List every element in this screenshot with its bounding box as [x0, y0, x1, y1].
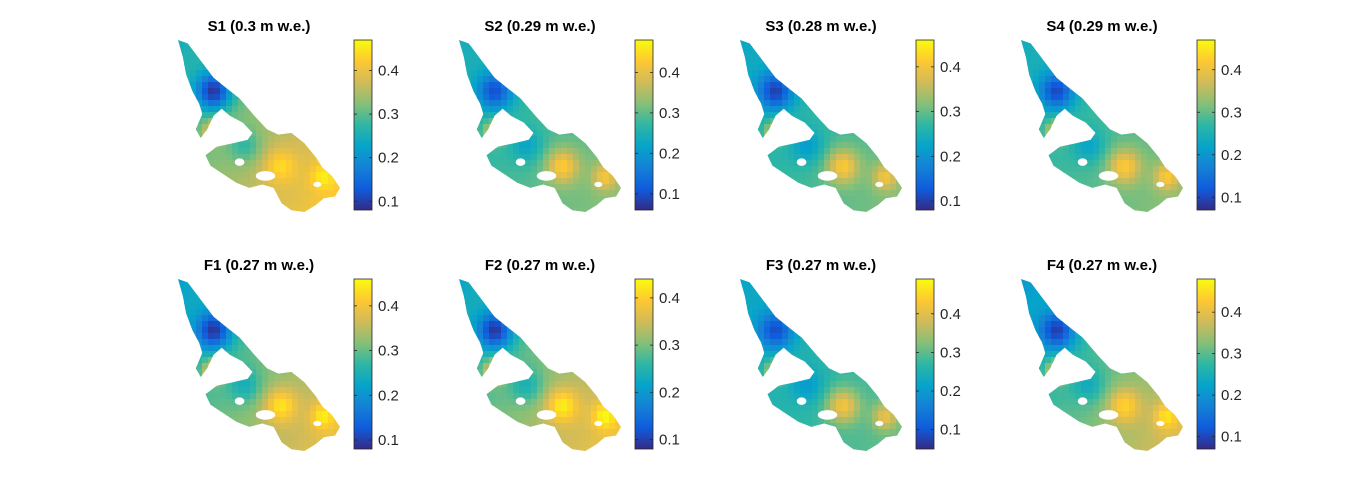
panel-title: F2 (0.27 m w.e.) [485, 257, 595, 274]
colorbar-tick-label: 0.3 [940, 104, 961, 121]
glacier-map [740, 279, 902, 451]
colorbar-tick-label: 0.1 [659, 432, 680, 449]
colorbar-tick-label: 0.4 [940, 306, 961, 323]
colorbar-tick-label: 0.1 [659, 186, 680, 203]
colorbar: 0.1 0.2 0.3 0.4 [353, 278, 399, 450]
colorbar-tick-label: 0.1 [940, 422, 961, 439]
panel-4: S4 (0.29 m w.e.) 0.1 0.2 0.3 0.4 [1021, 18, 1242, 212]
colorbar-tick-label: 0.2 [1221, 147, 1242, 164]
panel-title: S2 (0.29 m w.e.) [484, 18, 595, 35]
panel-title: S1 (0.3 m w.e.) [208, 18, 311, 35]
colorbar-tick-label: 0.2 [1221, 387, 1242, 404]
colorbar-tick-label: 0.2 [659, 145, 680, 162]
glacier-map [459, 40, 621, 212]
colorbar-tick-label: 0.4 [1221, 62, 1242, 79]
panel-7: F3 (0.27 m w.e.) 0.1 0.2 0.3 0.4 [740, 257, 961, 451]
colorbar-tick-label: 0.3 [940, 344, 961, 361]
colorbar-tick-label: 0.1 [1221, 429, 1242, 446]
colorbar-tick-label: 0.3 [378, 106, 399, 123]
colorbar-tick-label: 0.1 [940, 193, 961, 210]
colorbar: 0.1 0.2 0.3 0.4 [634, 278, 680, 450]
colorbar-tick-label: 0.2 [940, 148, 961, 165]
panel-title: S4 (0.29 m w.e.) [1046, 18, 1157, 35]
colorbar-tick-label: 0.3 [378, 343, 399, 360]
panel-title: F3 (0.27 m w.e.) [766, 257, 876, 274]
colorbar-tick-label: 0.2 [659, 384, 680, 401]
panel-3: S3 (0.28 m w.e.) 0.1 0.2 0.3 0.4 [740, 18, 961, 212]
glacier-map [1021, 40, 1183, 212]
colorbar-tick-label: 0.3 [659, 105, 680, 122]
glacier-map [178, 279, 340, 451]
colorbar-tick-label: 0.4 [940, 59, 961, 76]
colorbar: 0.1 0.2 0.3 0.4 [1196, 278, 1242, 450]
colorbar: 0.1 0.2 0.3 0.4 [634, 39, 680, 211]
colorbar-tick-label: 0.3 [1221, 346, 1242, 363]
colorbar: 0.1 0.2 0.3 0.4 [1196, 39, 1242, 211]
colorbar-tick-label: 0.4 [378, 63, 399, 80]
colorbar-tick-label: 0.1 [378, 432, 399, 449]
panel-title: F1 (0.27 m w.e.) [204, 257, 314, 274]
colorbar: 0.1 0.2 0.3 0.4 [915, 278, 961, 450]
colorbar-tick-label: 0.1 [1221, 189, 1242, 206]
glacier-map [178, 40, 340, 212]
colorbar-tick-label: 0.2 [378, 150, 399, 167]
colorbar-tick-label: 0.1 [378, 193, 399, 210]
colorbar-tick-label: 0.3 [659, 337, 680, 354]
colorbar-tick-label: 0.4 [659, 64, 680, 81]
panel-2: S2 (0.29 m w.e.) 0.1 0.2 0.3 0.4 [459, 18, 680, 212]
panel-5: F1 (0.27 m w.e.) 0.1 0.2 0.3 0.4 [178, 257, 399, 451]
colorbar-tick-label: 0.2 [940, 383, 961, 400]
panel-8: F4 (0.27 m w.e.) 0.1 0.2 0.3 0.4 [1021, 257, 1242, 451]
colorbar-tick-label: 0.3 [1221, 104, 1242, 121]
colorbar: 0.1 0.2 0.3 0.4 [915, 39, 961, 211]
colorbar-tick-label: 0.4 [378, 298, 399, 315]
colorbar-tick-label: 0.4 [659, 290, 680, 307]
glacier-map [740, 40, 902, 212]
panel-title: S3 (0.28 m w.e.) [765, 18, 876, 35]
colorbar: 0.1 0.2 0.3 0.4 [353, 39, 399, 211]
colorbar-tick-label: 0.4 [1221, 304, 1242, 321]
panel-6: F2 (0.27 m w.e.) 0.1 0.2 0.3 0.4 [459, 257, 680, 451]
glacier-map [459, 279, 621, 451]
panel-1: S1 (0.3 m w.e.) 0.1 0.2 0.3 0.4 [178, 18, 399, 212]
panel-title: F4 (0.27 m w.e.) [1047, 257, 1157, 274]
colorbar-tick-label: 0.2 [378, 387, 399, 404]
glacier-map [1021, 279, 1183, 451]
